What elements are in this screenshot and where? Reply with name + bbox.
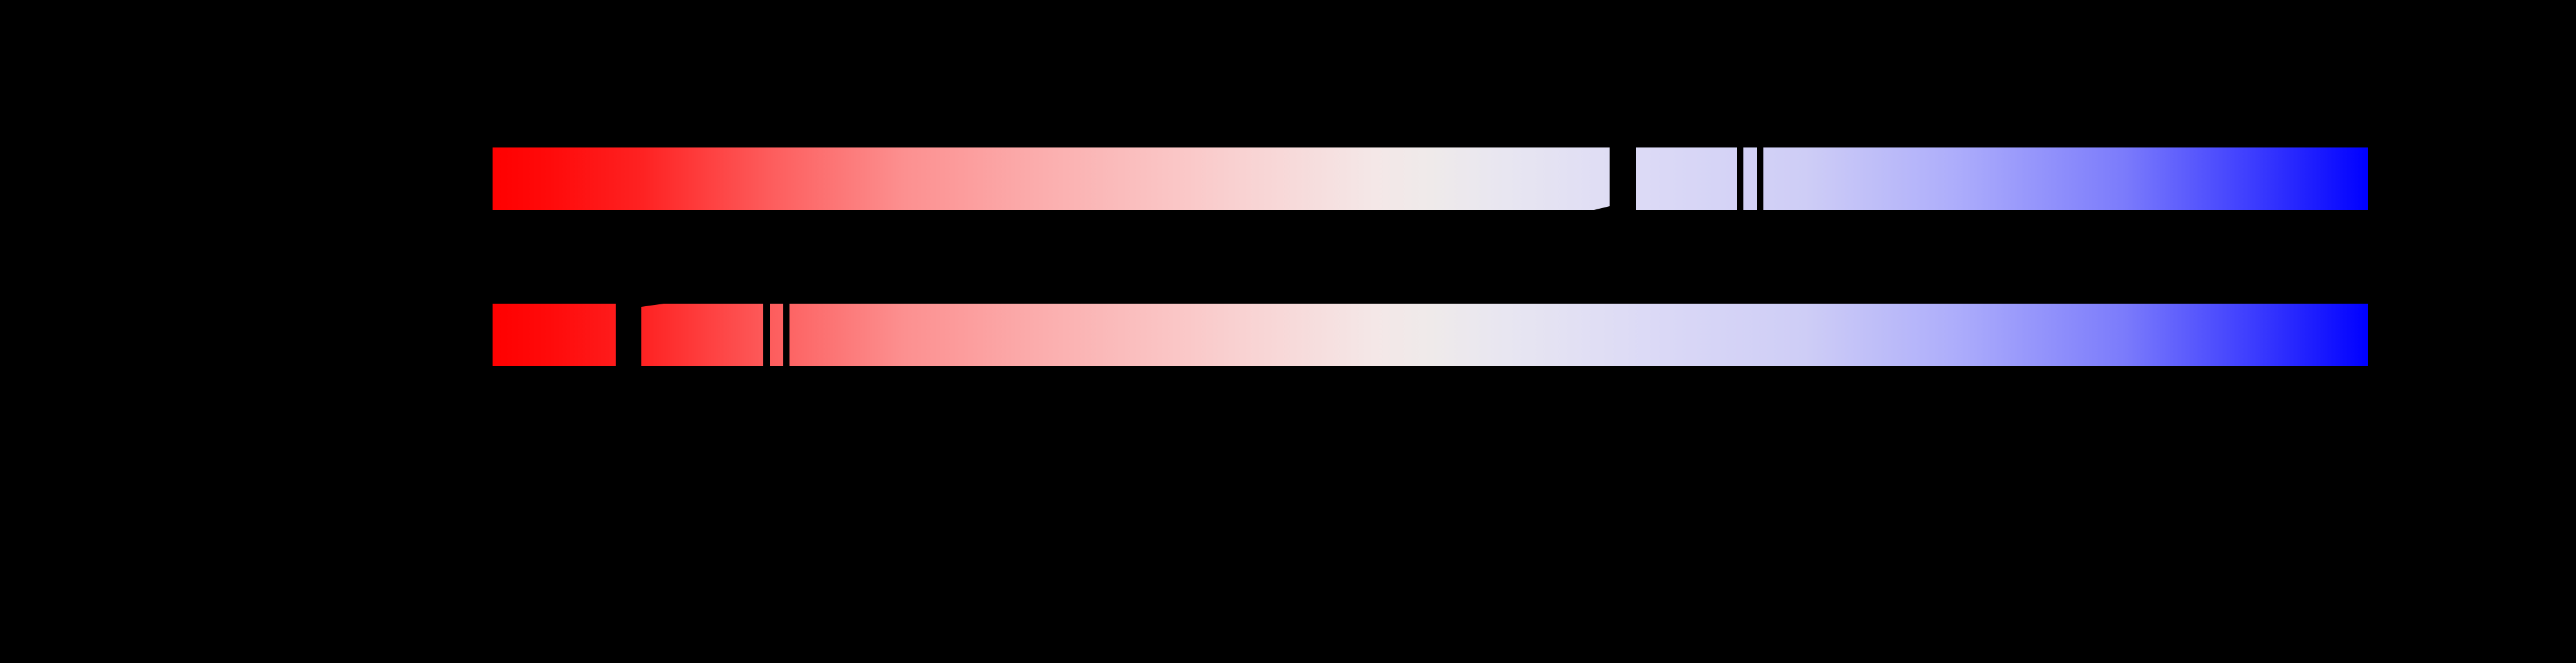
top-colorbar	[493, 147, 2368, 210]
tick-marker	[763, 304, 770, 366]
tick-marker	[1737, 147, 1743, 210]
gap-marker	[1610, 147, 1636, 210]
gap-marker	[616, 304, 641, 366]
gap-edge-notch	[1594, 206, 1610, 210]
tick-marker	[783, 304, 789, 366]
bottom-colorbar	[493, 304, 2368, 366]
tick-marker	[1757, 147, 1763, 210]
gap-edge-notch	[641, 304, 664, 307]
